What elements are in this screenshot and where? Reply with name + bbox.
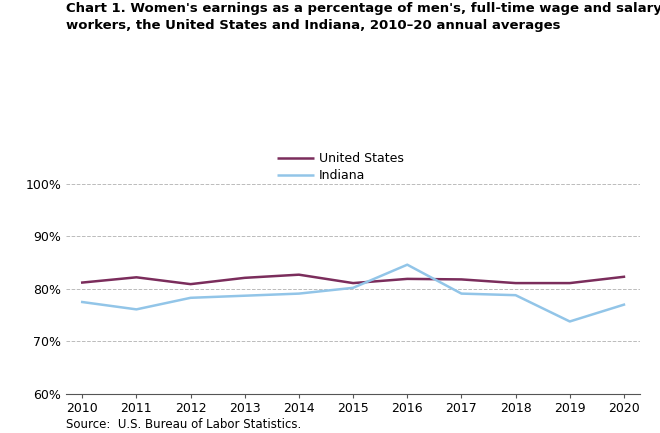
Text: Source:  U.S. Bureau of Labor Statistics.: Source: U.S. Bureau of Labor Statistics. [66, 418, 301, 431]
Text: United States: United States [319, 152, 404, 165]
Text: Indiana: Indiana [319, 169, 365, 182]
Text: Chart 1. Women's earnings as a percentage of men's, full-time wage and salary
wo: Chart 1. Women's earnings as a percentag… [66, 2, 660, 32]
